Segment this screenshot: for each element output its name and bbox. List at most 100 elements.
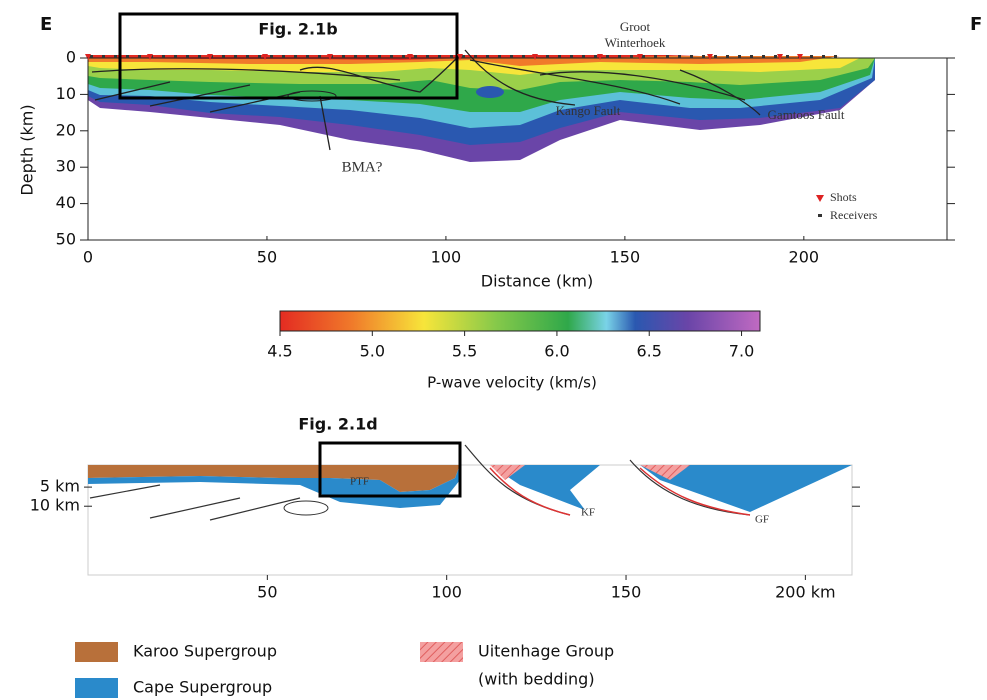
receiver <box>774 55 777 58</box>
receiver <box>114 55 117 58</box>
colorbar-tick-label: 7.0 <box>729 342 754 361</box>
receiver <box>750 55 753 58</box>
shot <box>597 54 603 60</box>
receiver <box>270 55 273 58</box>
receiver <box>234 55 237 58</box>
y-tick-label: 0 <box>66 48 76 67</box>
y-axis-label: Depth (km) <box>18 104 37 195</box>
legend-swatch <box>75 678 118 698</box>
colorbar-tick-label: 5.0 <box>360 342 385 361</box>
receiver <box>630 55 633 58</box>
shot <box>707 54 713 60</box>
receiver <box>558 55 561 58</box>
legend-swatch <box>420 642 463 662</box>
legend-label: Shots <box>830 190 857 204</box>
end-label: E <box>40 14 52 35</box>
receiver <box>486 55 489 58</box>
box-label: Fig. 2.1d <box>298 415 377 434</box>
receiver <box>186 55 189 58</box>
y-tick-label: 10 <box>56 84 76 103</box>
x-axis-label: Distance (km) <box>481 272 593 291</box>
receiver <box>402 55 405 58</box>
shot <box>457 54 463 60</box>
colorbar <box>279 310 761 332</box>
colorbar-label: P-wave velocity (km/s) <box>427 374 597 392</box>
receiver <box>510 55 513 58</box>
receiver <box>546 55 549 58</box>
shot <box>207 54 213 60</box>
shot-markers <box>85 54 837 60</box>
receiver <box>354 55 357 58</box>
colorbar-tick-label: 6.5 <box>637 342 662 361</box>
receiver <box>222 55 225 58</box>
receiver <box>726 55 729 58</box>
receiver <box>762 55 765 58</box>
receiver <box>714 55 717 58</box>
receiver <box>594 55 597 58</box>
x-tick-label: 100 <box>431 248 462 267</box>
receiver <box>786 55 789 58</box>
receiver <box>738 55 741 58</box>
receiver <box>426 55 429 58</box>
annotation: BMA? <box>342 159 383 175</box>
receiver <box>642 55 645 58</box>
x-tick-label: 0 <box>83 248 93 267</box>
receiver <box>810 55 813 58</box>
legend-label: Receivers <box>830 208 878 222</box>
receiver <box>162 55 165 58</box>
fault-label: KF <box>581 507 595 519</box>
y-tick-label: 50 <box>56 230 76 249</box>
y-tick-label: 40 <box>56 193 76 212</box>
receiver <box>306 55 309 58</box>
receiver <box>618 55 621 58</box>
legend-swatch <box>75 642 118 662</box>
fault-label: GF <box>755 514 769 526</box>
x-tick-label: 200 km <box>775 583 835 602</box>
shot <box>262 54 268 60</box>
x-tick-label: 100 <box>431 583 462 602</box>
receiver <box>366 55 369 58</box>
y-tick-label: 20 <box>56 120 76 139</box>
shot <box>637 54 643 60</box>
receiver <box>102 55 105 58</box>
shot <box>147 54 153 60</box>
receiver <box>390 55 393 58</box>
x-tick-label: 50 <box>257 583 277 602</box>
receiver <box>606 55 609 58</box>
receiver <box>438 55 441 58</box>
receiver <box>198 55 201 58</box>
box-label: Fig. 2.1b <box>258 20 337 39</box>
velocity-image <box>88 49 875 162</box>
receiver <box>414 55 417 58</box>
shot <box>327 54 333 60</box>
colorbar-tick-label: 5.5 <box>452 342 477 361</box>
receiver <box>834 55 837 58</box>
receiver <box>678 55 681 58</box>
x-tick-label: 50 <box>257 248 277 267</box>
receiver <box>450 55 453 58</box>
receiver <box>90 55 93 58</box>
shot <box>85 54 91 60</box>
plot-frame <box>87 57 948 241</box>
receiver <box>822 55 825 58</box>
legend-label: Uitenhage Group <box>478 642 614 661</box>
receiver <box>666 55 669 58</box>
receiver <box>318 55 321 58</box>
receiver <box>654 55 657 58</box>
inset-box <box>118 12 459 100</box>
receiver <box>258 55 261 58</box>
shot <box>407 54 413 60</box>
annotation: Kango Fault <box>556 103 621 118</box>
receiver <box>582 55 585 58</box>
receiver <box>294 55 297 58</box>
receiver <box>702 55 705 58</box>
fault-label: PTF <box>350 476 369 488</box>
receiver <box>246 55 249 58</box>
receiver <box>282 55 285 58</box>
shot <box>777 54 783 60</box>
shot <box>797 54 803 60</box>
receiver <box>498 55 501 58</box>
shot <box>532 54 538 60</box>
legend-label: (with bedding) <box>478 670 595 689</box>
